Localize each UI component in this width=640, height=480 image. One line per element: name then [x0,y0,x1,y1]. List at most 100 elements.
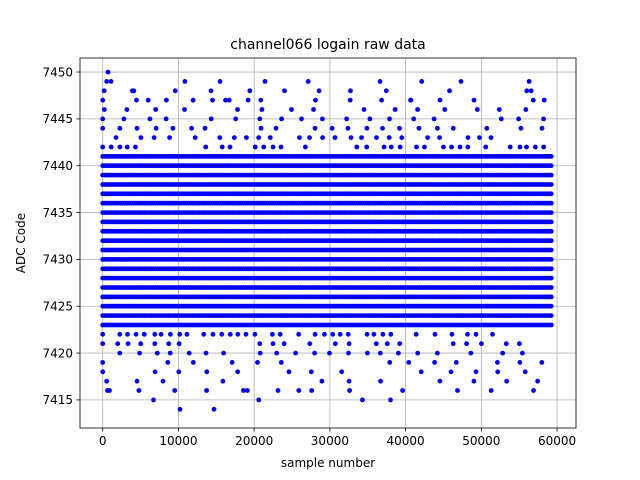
data-point [431,116,437,122]
data-point [256,397,262,403]
data-point [332,341,338,347]
chart-title: channel066 logain raw data [230,37,425,53]
data-point [262,79,268,84]
data-point [377,350,383,356]
data-point [473,331,479,337]
data-point [495,369,501,375]
data-point [245,97,251,103]
data-point [474,107,480,112]
data-point [245,388,250,393]
data-point [270,341,276,347]
data-point [233,116,239,122]
data-point [413,331,419,337]
data-point [464,341,469,347]
data-point [256,135,262,141]
data-point [117,125,123,131]
data-point [541,144,546,150]
data-point [312,331,318,337]
data-point [381,144,387,150]
data-point [526,79,532,84]
data-point [192,135,198,141]
data-point [373,341,379,347]
data-point [415,350,421,356]
data-point [380,125,385,131]
data-point [471,378,477,384]
data-point [235,331,241,337]
data-point [182,107,187,112]
data-point [530,97,536,103]
data-point [259,107,265,112]
data-point [133,144,138,150]
data-point [535,378,540,384]
data-point [541,97,547,103]
data-point [134,125,140,131]
data-point [267,135,273,141]
data-point [548,247,554,253]
data-point [457,144,463,150]
data-point [170,125,176,131]
data-point [419,79,425,84]
data-point [202,125,208,131]
data-point [312,125,318,131]
data-point [235,107,240,112]
data-point [437,135,442,141]
data-point [307,135,312,141]
data-point [399,135,405,141]
data-point [354,144,360,150]
data-point [418,369,424,375]
data-point [397,125,402,131]
data-point [377,79,383,84]
data-point [548,266,554,272]
data-point [186,350,192,356]
data-point [432,331,438,337]
data-point [105,69,111,75]
data-point [210,97,215,103]
data-point [104,79,110,84]
y-tick-label: 7435 [42,206,73,220]
data-point [184,331,190,337]
data-point [548,154,554,159]
x-tick-label: 60000 [538,434,576,448]
data-point [378,378,383,384]
data-point [244,135,249,141]
data-point [176,369,182,375]
data-point [348,135,354,141]
data-point [448,369,454,375]
data-point [387,116,392,122]
data-point [177,331,183,337]
data-point [164,97,169,103]
data-point [204,369,210,375]
data-point [397,144,403,150]
data-point [320,116,325,122]
data-point [138,341,144,347]
data-point [282,88,287,94]
data-point [516,116,521,122]
data-point [286,369,292,375]
data-point [360,397,365,403]
data-point [281,341,287,347]
data-point [313,97,318,103]
y-tick-label: 7445 [42,112,73,126]
data-point [189,125,195,131]
data-point [548,322,554,328]
data-point [388,397,393,403]
data-point [484,125,490,131]
data-point [147,116,153,122]
data-point [339,369,345,375]
data-point [270,331,275,337]
y-tick-label: 7450 [42,65,73,79]
data-point [153,107,159,112]
data-point [442,107,448,112]
data-point [101,107,107,112]
data-point [243,331,249,337]
data-point [220,378,226,384]
data-point [548,210,554,216]
data-point [449,331,455,337]
data-point [483,144,489,150]
data-point [548,313,554,318]
data-point [165,360,171,365]
data-point [447,88,452,94]
data-point [293,350,298,356]
data-point [435,125,440,131]
